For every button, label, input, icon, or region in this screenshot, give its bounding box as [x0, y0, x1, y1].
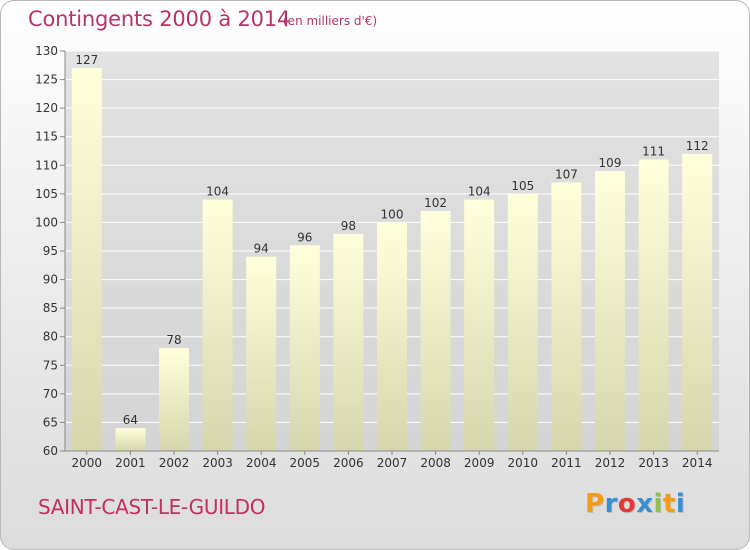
bar	[159, 348, 189, 451]
y-tick-label: 115	[35, 130, 58, 144]
proxiti-logo: Proxiti	[585, 489, 685, 519]
bar	[333, 233, 364, 451]
bar-value-label: 112	[686, 139, 709, 153]
bar-value-label: 96	[297, 230, 312, 244]
y-tick-label: 60	[43, 444, 58, 458]
bar-value-label: 105	[511, 179, 534, 193]
bar-value-label: 102	[424, 196, 447, 210]
y-tick-label: 85	[43, 301, 58, 315]
chart-subtitle: (en milliers d'€)	[283, 14, 378, 28]
bar	[71, 68, 102, 452]
bar-value-label: 100	[381, 207, 404, 221]
y-tick-label: 70	[43, 387, 58, 401]
y-tick-label: 110	[35, 158, 58, 172]
logo-letter: o	[617, 489, 637, 519]
bar-value-label: 94	[254, 242, 269, 256]
y-tick-label: 80	[43, 330, 58, 344]
logo-letter: i	[653, 489, 663, 519]
x-tick-label: 2010	[508, 456, 539, 470]
bar-value-label: 107	[555, 167, 578, 181]
logo-letter: i	[675, 489, 686, 519]
bar	[638, 159, 669, 452]
bar-value-label: 109	[599, 156, 622, 170]
logo-letter: r	[604, 489, 618, 519]
bar-value-label: 111	[642, 145, 665, 159]
bar	[377, 222, 407, 451]
bar	[551, 182, 582, 451]
bar	[246, 256, 277, 451]
bar-value-label: 78	[166, 333, 181, 347]
y-tick-label: 100	[35, 215, 58, 229]
bar	[507, 193, 538, 451]
commune-name: SAINT-CAST-LE-GUILDO	[38, 495, 266, 519]
x-tick-label: 2000	[72, 456, 103, 470]
x-tick-label: 2005	[290, 456, 321, 470]
x-tick-label: 2004	[246, 456, 277, 470]
x-tick-label: 2012	[595, 456, 626, 470]
y-tick-label: 120	[35, 101, 58, 115]
bar-value-label: 64	[123, 413, 138, 427]
x-tick-label: 2008	[420, 456, 451, 470]
bar	[420, 211, 451, 451]
x-tick-label: 2007	[377, 456, 408, 470]
y-tick-label: 130	[35, 44, 58, 58]
logo-letter: t	[662, 489, 676, 519]
y-tick-label: 125	[35, 73, 58, 87]
logo-letter: x	[636, 489, 654, 519]
x-tick-label: 2011	[551, 456, 582, 470]
bar-value-label: 127	[75, 53, 98, 67]
y-tick-label: 90	[43, 273, 58, 287]
x-tick-label: 2006	[333, 456, 364, 470]
bar	[464, 199, 495, 451]
bar	[115, 428, 146, 451]
x-tick-label: 2013	[638, 456, 669, 470]
bar	[202, 199, 233, 451]
logo-letter: P	[585, 489, 605, 519]
y-tick-label: 65	[43, 415, 58, 429]
bar	[289, 245, 320, 451]
y-tick-label: 105	[35, 187, 58, 201]
x-tick-label: 2009	[464, 456, 495, 470]
bar	[595, 171, 625, 451]
bar	[682, 153, 713, 451]
bar-value-label: 104	[468, 185, 491, 199]
x-tick-label: 2002	[159, 456, 190, 470]
chart-title: Contingents 2000 à 2014	[28, 7, 291, 31]
bar-value-label: 98	[341, 219, 356, 233]
bar-value-label: 104	[206, 185, 229, 199]
x-tick-label: 2003	[202, 456, 233, 470]
y-tick-label: 95	[43, 244, 58, 258]
x-tick-label: 2014	[682, 456, 713, 470]
x-tick-label: 2001	[115, 456, 146, 470]
y-tick-label: 75	[43, 358, 58, 372]
